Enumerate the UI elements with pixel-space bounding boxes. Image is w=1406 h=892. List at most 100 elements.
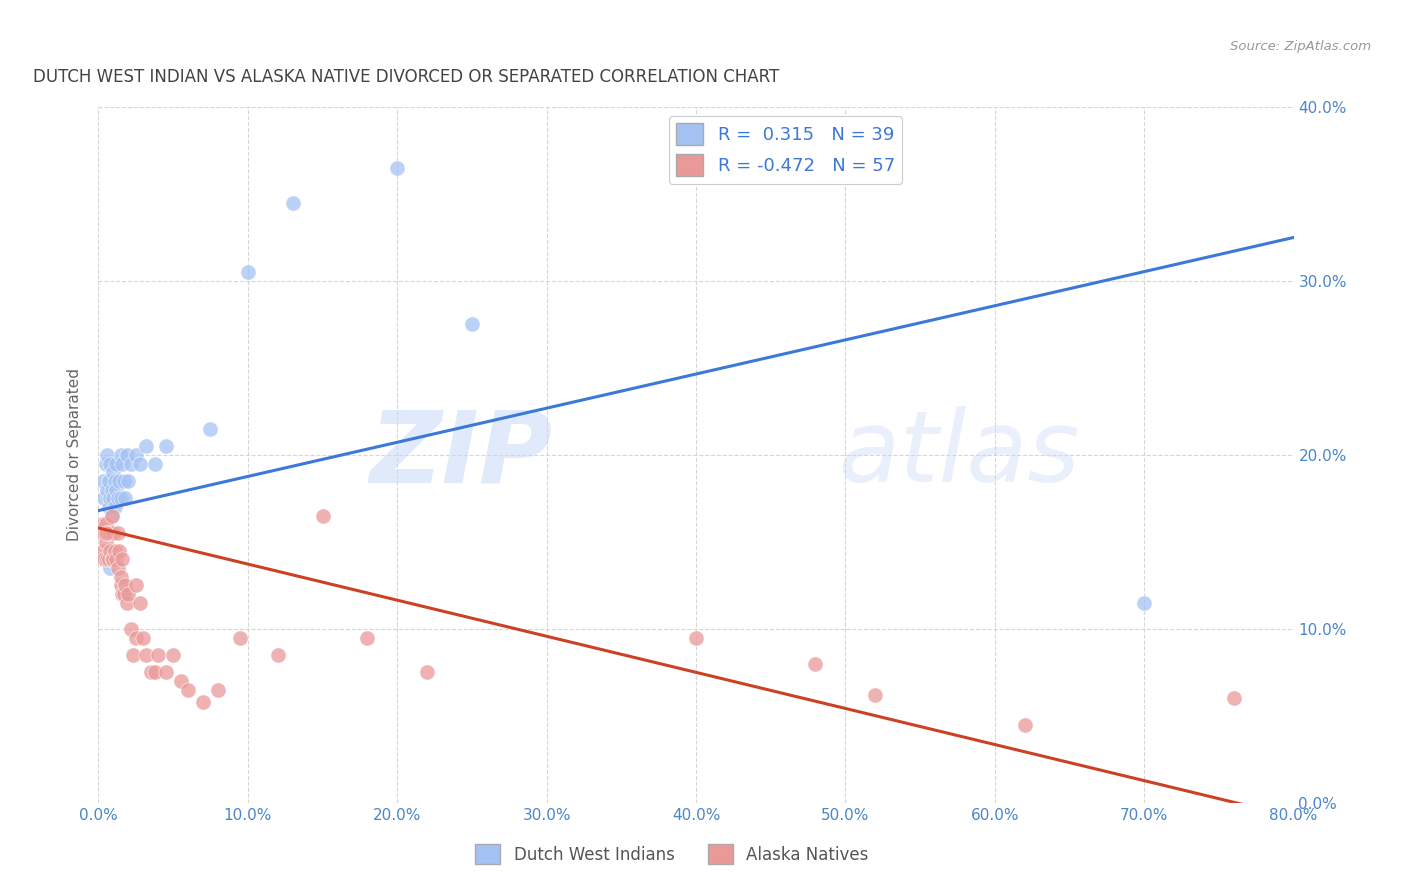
Point [101,552,124,566]
Point [97,552,120,566]
Point [94,457,117,471]
Point [96,552,118,566]
Point [111,587,134,601]
Point [865,688,887,702]
Point [94,517,117,532]
Point [96,483,118,497]
Point [110,448,132,462]
Point [139,665,162,680]
Point [148,648,170,662]
Point [103,491,125,506]
Point [207,682,229,697]
Point [281,195,304,210]
Point [311,508,333,523]
Point [143,665,166,680]
Point [804,657,827,671]
Point [107,526,129,541]
Point [117,587,139,601]
Point [94,526,117,541]
Point [98,561,122,575]
Legend: Dutch West Indians, Alaska Natives: Dutch West Indians, Alaska Natives [468,838,876,871]
Point [200,422,222,436]
Point [121,648,143,662]
Point [93,526,115,541]
Text: Source: ZipAtlas.com: Source: ZipAtlas.com [1230,40,1371,54]
Point [105,552,128,566]
Point [155,439,177,453]
Point [267,648,290,662]
Point [98,526,122,541]
Point [108,543,131,558]
Point [104,500,127,514]
Point [125,631,148,645]
Point [107,561,129,575]
Point [155,665,177,680]
Point [105,483,128,497]
Point [103,466,125,480]
Point [103,526,125,541]
Point [356,631,378,645]
Point [191,695,214,709]
Point [97,500,120,514]
Point [129,596,152,610]
Point [416,665,439,680]
Text: DUTCH WEST INDIAN VS ALASKA NATIVE DIVORCED OR SEPARATED CORRELATION CHART: DUTCH WEST INDIAN VS ALASKA NATIVE DIVOR… [32,68,779,86]
Point [91,543,114,558]
Point [108,474,131,488]
Point [101,508,124,523]
Point [1223,691,1246,706]
Point [91,517,114,532]
Point [132,631,155,645]
Point [112,587,135,601]
Point [114,578,136,592]
Point [93,491,115,506]
Point [229,631,252,645]
Point [97,526,120,541]
Point [111,552,134,566]
Point [117,474,139,488]
Point [115,448,138,462]
Point [385,161,409,175]
Point [93,552,115,566]
Point [94,534,117,549]
Point [236,265,259,279]
Point [1133,596,1156,610]
Text: atlas: atlas [839,407,1081,503]
Point [105,457,128,471]
Point [91,474,114,488]
Point [98,491,122,506]
Point [96,448,118,462]
Point [162,648,184,662]
Point [120,457,142,471]
Point [143,457,166,471]
Y-axis label: Divorced or Separated: Divorced or Separated [67,368,83,541]
Point [96,526,118,541]
Point [125,448,148,462]
Point [101,483,124,497]
Point [110,491,132,506]
Point [461,318,484,332]
Point [135,648,157,662]
Point [1014,717,1036,731]
Text: ZIP: ZIP [370,407,553,503]
Point [107,491,129,506]
Point [110,570,132,584]
Point [103,552,125,566]
Point [120,622,142,636]
Point [110,578,132,592]
Point [112,474,135,488]
Point [97,474,120,488]
Point [111,457,134,471]
Point [104,543,127,558]
Point [101,508,124,523]
Point [104,474,127,488]
Point [98,543,122,558]
Point [125,578,148,592]
Point [115,596,138,610]
Point [98,457,122,471]
Point [129,457,152,471]
Point [114,491,136,506]
Point [177,682,200,697]
Point [169,674,191,689]
Point [90,526,112,541]
